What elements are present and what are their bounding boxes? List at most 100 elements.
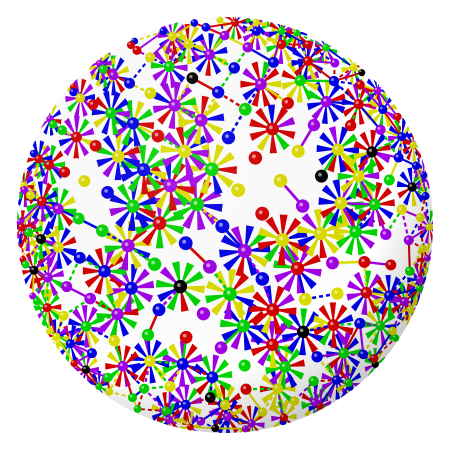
vertex-sphere (17, 223, 26, 232)
vertex-highlight (274, 385, 278, 389)
vertex-sphere (358, 349, 369, 360)
vertex-highlight (71, 84, 74, 87)
vertex-highlight (209, 374, 213, 378)
vertex-highlight (222, 401, 225, 405)
vertex-highlight (377, 126, 381, 130)
vertex-highlight (407, 306, 411, 310)
vertex-sphere (52, 203, 64, 215)
vertex-highlight (38, 236, 42, 240)
vertex-highlight (406, 268, 410, 271)
vertex-highlight (141, 385, 145, 389)
vertex-highlight (46, 161, 50, 165)
vertex-sphere (355, 80, 365, 90)
vertex-sphere (190, 19, 199, 27)
vertex-highlight (224, 413, 228, 417)
vertex-sphere (151, 129, 165, 143)
vertex-highlight (31, 151, 34, 154)
vertex-highlight (257, 80, 262, 85)
vertex-sphere (73, 251, 86, 264)
vertex-highlight (395, 154, 399, 158)
vertex-sphere (266, 338, 279, 351)
vertex-highlight (47, 328, 50, 331)
vertex-sphere (293, 29, 301, 37)
vertex-sphere (133, 405, 142, 413)
vertex-highlight (147, 90, 151, 94)
vertex-highlight (356, 320, 360, 324)
vertex-highlight (87, 295, 91, 299)
vertex-sphere (159, 27, 168, 36)
vertex-sphere (416, 285, 424, 293)
vertex-highlight (171, 102, 175, 106)
vertex-highlight (231, 64, 235, 69)
vertex-highlight (371, 355, 374, 359)
vertex-highlight (163, 408, 166, 411)
vertex-sphere (241, 425, 250, 433)
vertex-highlight (244, 44, 248, 48)
vertex-sphere (360, 286, 372, 299)
vertex-highlight (363, 289, 367, 293)
vertex-highlight (71, 360, 74, 363)
vertex-sphere (407, 182, 417, 192)
vertex-sphere (36, 196, 47, 207)
vertex-highlight (67, 340, 71, 344)
vertex-sphere (375, 124, 386, 135)
vertex-sphere (144, 87, 157, 100)
vertex-highlight (27, 192, 31, 196)
vertex-highlight (154, 132, 159, 137)
vertex-highlight (182, 401, 186, 405)
vertex-sphere (254, 78, 267, 91)
vertex-highlight (126, 80, 130, 84)
vertex-highlight (270, 59, 274, 63)
vertex-highlight (424, 255, 427, 258)
vertex-sphere (331, 375, 342, 385)
vertex-sphere (383, 174, 395, 186)
vertex-highlight (248, 420, 252, 424)
vertex-sphere (147, 257, 162, 271)
vertex-sphere (137, 163, 151, 177)
vertex-highlight (50, 121, 53, 125)
vertex-sphere (86, 348, 97, 359)
vertex-highlight (313, 353, 318, 357)
vertex-highlight (106, 389, 109, 392)
vertex-sphere (303, 40, 313, 50)
vertex-highlight (269, 306, 274, 311)
vertex-highlight (115, 153, 119, 157)
vertex-highlight (240, 322, 244, 327)
vertex-sphere (105, 107, 117, 119)
vertex-sphere (265, 122, 279, 136)
vertex-sphere (397, 132, 407, 142)
vertex-highlight (44, 304, 48, 308)
vertex-sphere (223, 287, 237, 301)
vertex-highlight (330, 78, 334, 82)
vertex-sphere (105, 387, 114, 396)
vertex-sphere (290, 261, 305, 276)
vertex-sphere (231, 18, 240, 27)
vertex-highlight (323, 98, 327, 102)
vertex-highlight (207, 394, 211, 398)
vertex-sphere (145, 52, 156, 63)
vertex-sphere (179, 330, 193, 344)
vertex-highlight (17, 219, 20, 222)
vertex-highlight (97, 61, 100, 64)
vertex-highlight (119, 363, 123, 367)
vertex-highlight (147, 54, 151, 58)
vertex-highlight (140, 166, 144, 171)
vertex-highlight (134, 47, 137, 51)
vertex-sphere (96, 224, 109, 237)
vertex-sphere (409, 141, 418, 149)
vertex-sphere (298, 292, 312, 306)
vertex-highlight (332, 60, 335, 63)
vertex-sphere (59, 166, 71, 178)
vertex-sphere (45, 327, 54, 335)
vertex-highlight (318, 172, 322, 177)
vertex-sphere (117, 360, 129, 372)
vertex-highlight (299, 328, 304, 333)
vertex-highlight (217, 344, 222, 349)
vertex-sphere (358, 69, 366, 77)
vertex-highlight (357, 81, 361, 85)
vertex-sphere (78, 175, 91, 188)
vertex-sphere (327, 319, 340, 331)
vertex-highlight (277, 177, 281, 182)
vertex-sphere (277, 26, 286, 35)
vertex-sphere (72, 212, 85, 225)
